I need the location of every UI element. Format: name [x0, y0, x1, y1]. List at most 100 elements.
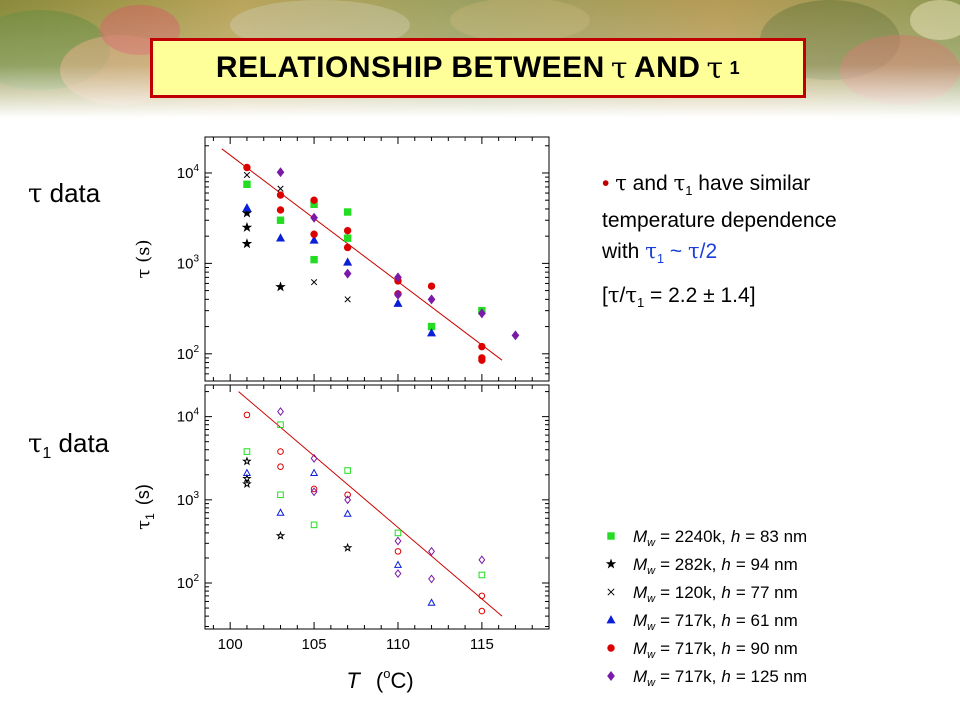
legend-marker-diamond: [607, 671, 615, 681]
tau1-data-symbol: τ: [28, 429, 43, 459]
tau1-square-point: [344, 467, 351, 474]
tau-triangle-point: [427, 328, 437, 337]
tau1-triangle-point: [242, 468, 252, 477]
tau-circle-point: [276, 191, 285, 199]
title-prefix: RELATIONSHIP BETWEEN: [215, 51, 605, 84]
tau-plot-frame: [204, 136, 550, 382]
tau1-square-point: [277, 491, 284, 499]
tau1-data-text: data: [58, 428, 110, 458]
tau-diamond-point: [310, 212, 318, 223]
note-ratio-sub: 1: [636, 295, 645, 311]
note-ratio-slash: /: [619, 284, 626, 308]
note-ratio-open: [: [602, 284, 608, 308]
tau-triangle-point: [393, 298, 403, 307]
tau-diamond-point: [478, 308, 486, 319]
tau1-x-tick-label: 100: [218, 636, 243, 653]
tau1-diamond-point: [428, 546, 435, 556]
tau-circle-point: [478, 356, 486, 364]
tau1-square-point: [277, 421, 284, 428]
legend-entry-label: Mw = 717k, h = 125 nm: [633, 667, 807, 689]
note-with: with: [602, 240, 640, 264]
tau1-x-tick-label: 105: [302, 636, 327, 653]
tau1-y-tick-label: 102: [177, 573, 200, 592]
tau-y-tick-label: 103: [177, 253, 200, 272]
tau-square-point: [343, 208, 352, 216]
x-axis-unit: C): [390, 668, 413, 693]
tau-circle-point: [310, 196, 318, 204]
tau-vs-temperature-chart: 102 103 104 τ (s): [133, 136, 550, 382]
note-line-1: • τ and τ1 have similar: [602, 168, 932, 206]
tau1-diamond-point: [310, 487, 318, 497]
legend-entry-label: Mw = 120k, h = 77 nm: [633, 583, 798, 605]
tau1-star-point: [275, 530, 286, 540]
tau1-diamond-point: [277, 407, 284, 417]
tau-star-point: [275, 281, 286, 292]
tau1-triangle-point: [343, 509, 352, 517]
tau-star-point: [241, 207, 253, 218]
tau-y-axis-text: τ (s): [133, 240, 154, 279]
tau1-triangle-point: [427, 598, 436, 606]
tau-diamond-point: [427, 294, 436, 305]
tau1-data-subscript: 1: [42, 445, 52, 463]
tau-y-tick-label: 104: [177, 163, 200, 182]
tau1-diamond-point: [394, 536, 402, 546]
tau-diamond-point: [343, 268, 352, 279]
tau1-star-point: [242, 478, 252, 489]
tau-triangle-point: [309, 235, 319, 244]
note-ratio-tau1: τ: [625, 283, 637, 308]
tau1-circle-point: [478, 607, 486, 615]
tau-star-point: [241, 238, 253, 249]
tau1-circle-point: [243, 411, 251, 419]
tau-y-axis-label: τ (s): [133, 240, 154, 279]
note-tau1: τ: [673, 171, 686, 195]
x-axis-degree: o: [383, 666, 390, 681]
legend-marker-cross: [607, 588, 615, 596]
x-axis-label: T (oC): [346, 666, 413, 693]
tau-fit-line: [221, 148, 503, 361]
tau1-y-axis-subscript: 1: [143, 513, 157, 520]
tau1-diamond-point: [428, 574, 435, 584]
tau1-y-axis-unit: (s): [133, 484, 153, 505]
title-tau: τ: [610, 50, 628, 86]
tau-diamond-point: [394, 289, 402, 300]
tau1-diamond-point: [478, 555, 486, 565]
tau-cross-point: [277, 185, 284, 192]
note-and: and: [632, 172, 668, 195]
tau1-diamond-point: [394, 569, 402, 578]
tau1-y-tick-label: 103: [177, 490, 200, 509]
note-line-3: with τ1 ~ τ/2: [602, 236, 932, 274]
tau-circle-point: [343, 243, 352, 252]
tau1-diamond-point: [310, 453, 318, 463]
note-ratio-value: = 2.2 ± 1.4]: [650, 284, 756, 308]
tau1-triangle-point: [393, 560, 403, 568]
tau1-vs-temperature-chart: 100 105 110 115 102 103 104 τ1 (s) T (oC): [133, 384, 550, 693]
title-tau1-subscript: 1: [729, 57, 741, 78]
tau1-circle-point: [310, 485, 318, 493]
tau1-y-tick-label: 104: [177, 407, 200, 426]
tau1-square-point: [243, 448, 251, 455]
tau1-star-point: [242, 456, 252, 466]
note-tau: τ: [615, 171, 627, 195]
tau-diamond-point: [394, 272, 402, 283]
chart-legend: Mw = 2240k, h = 83 nm Mw = 282k, h = 94 nm Mw = 1…: [605, 527, 807, 689]
note-line-2: temperature dependence: [602, 209, 837, 233]
tau-star-point: [241, 221, 253, 232]
tau-square-point: [310, 255, 318, 264]
tau-data-label: τ data: [28, 178, 100, 209]
legend-entry-label: Mw = 282k, h = 94 nm: [633, 555, 798, 577]
tau1-triangle-point: [276, 508, 285, 516]
tau1-x-tick-label: 110: [386, 636, 410, 653]
tau1-fit-line: [238, 391, 503, 617]
tau1-y-axis-symbol: τ: [133, 520, 154, 530]
tau1-square-point: [310, 521, 318, 529]
findings-note: • τ and τ1 have similar temperature depe…: [602, 168, 932, 319]
note-rel-tail: /2: [699, 240, 718, 264]
tau-circle-point: [276, 206, 285, 214]
tau-triangle-point: [242, 203, 252, 212]
title-and: AND: [633, 51, 701, 84]
tau1-triangle-point: [310, 468, 319, 477]
tau1-circle-point: [344, 491, 351, 499]
note-line-4: [τ/τ1 = 2.2 ± 1.4]: [602, 280, 932, 318]
tau-cross-point: [344, 296, 351, 303]
